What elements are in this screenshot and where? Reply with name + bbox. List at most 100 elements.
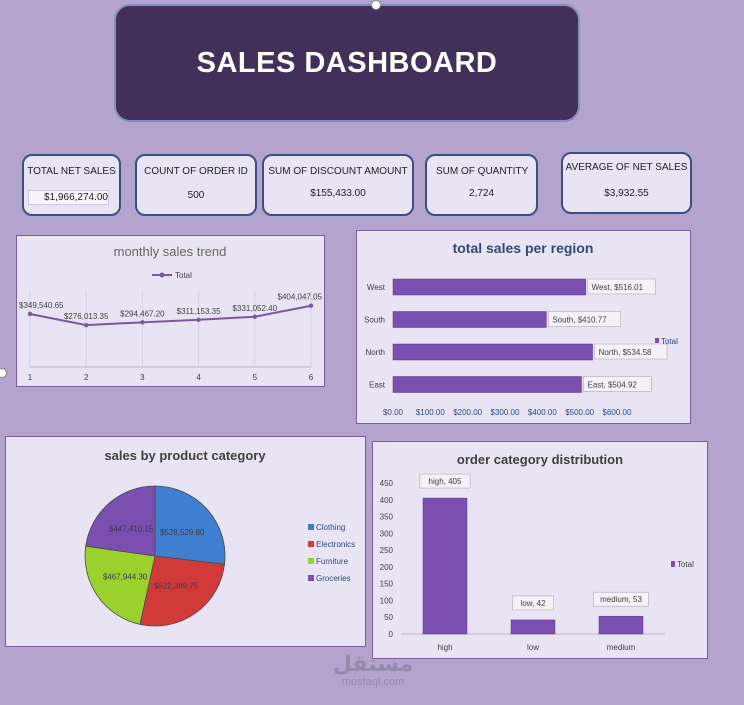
y-tick-label: 200	[380, 563, 394, 572]
kpi-value: 500	[187, 190, 205, 201]
legend-label: Groceries	[316, 574, 351, 583]
pie-slice	[154, 485, 226, 565]
data-label: South, $410.77	[552, 316, 607, 325]
bar	[510, 619, 556, 635]
data-label: medium, 53	[600, 595, 642, 604]
bar	[422, 497, 468, 635]
data-label: $294,467.20	[120, 309, 165, 318]
sales-by-category-chart[interactable]: sales by product category $528,529.80 $52…	[5, 436, 366, 647]
data-label: $311,153.35	[177, 307, 221, 316]
data-label: $276,013.35	[64, 312, 109, 321]
legend-swatch	[655, 338, 659, 343]
chart-title: total sales per region	[453, 240, 594, 256]
kpi-average-net-sales[interactable]: AVERAGE OF NET SALES $3,932.55	[561, 152, 692, 214]
order-chart-svg: order category distribution 0 50 100 150 200…	[380, 452, 694, 652]
legend-marker	[159, 272, 165, 278]
data-point	[196, 317, 201, 323]
x-tick-label: 4	[196, 373, 201, 382]
legend-label: Total	[175, 271, 192, 280]
y-tick-label: 100	[380, 596, 394, 605]
legend-swatch	[308, 575, 314, 581]
bar	[598, 615, 644, 635]
data-label: $522,389.75	[154, 582, 199, 591]
monthly-sales-trend-chart[interactable]: monthly sales trend Total 1 2 3 4 5 6 $349,540…	[16, 235, 325, 387]
selection-handle-top[interactable]	[371, 0, 381, 10]
x-tick-label: $400.00	[528, 408, 557, 417]
data-label: East, $504.92	[588, 381, 638, 390]
order-category-distribution-chart[interactable]: order category distribution 0 50 100 150 200…	[372, 441, 708, 659]
data-label-box	[593, 591, 649, 607]
pie-slice	[84, 545, 156, 625]
y-tick-label: 250	[380, 546, 394, 555]
data-label: $467,944.30	[103, 573, 148, 582]
x-tick-label: $100.00	[416, 408, 445, 417]
y-tick-label: 300	[380, 529, 394, 538]
dashboard-title: SALES DASHBOARD	[196, 46, 498, 79]
data-point	[140, 320, 145, 325]
region-chart-svg: total sales per region West West, $516.01…	[364, 240, 678, 417]
legend-swatch	[671, 561, 675, 567]
x-tick-label: low	[527, 643, 539, 652]
legend-swatch	[308, 541, 314, 547]
kpi-total-net-sales[interactable]: TOTAL NET SALES $1,966,274.00	[22, 154, 121, 216]
legend-swatch	[308, 558, 314, 564]
x-tick-label: 3	[140, 373, 145, 382]
watermark-arabic: مستقل	[332, 651, 414, 676]
x-tick-label: 6	[309, 373, 314, 382]
data-label: West, $516.01	[592, 283, 644, 292]
x-tick-label: medium	[607, 643, 636, 652]
kpi-label: COUNT OF ORDER ID	[144, 166, 248, 177]
legend-label: Furniture	[316, 557, 349, 566]
data-point	[252, 314, 257, 319]
y-tick-label: 0	[389, 630, 394, 639]
watermark-text: mostaql.com	[341, 676, 405, 688]
bar	[392, 343, 593, 361]
y-tick-label: 400	[380, 496, 394, 505]
x-tick-label: $500.00	[565, 408, 594, 417]
series-line	[29, 304, 312, 327]
x-tick-label: $0.00	[383, 408, 404, 417]
kpi-count-order-id[interactable]: COUNT OF ORDER ID 500	[135, 154, 257, 216]
data-label-box	[512, 595, 554, 611]
chart-title: order category distribution	[457, 452, 623, 467]
kpi-value: 2,724	[468, 188, 495, 199]
data-label: $404,047.05	[278, 293, 323, 302]
data-label-box	[594, 343, 668, 360]
bar	[392, 278, 586, 296]
y-tick-label: 350	[380, 513, 394, 522]
kpi-sum-quantity[interactable]: SUM OF QUANTITY 2,724	[425, 154, 538, 216]
data-label-box	[587, 278, 656, 295]
kpi-label: SUM OF DISCOUNT AMOUNT	[268, 166, 408, 177]
kpi-label: SUM OF QUANTITY	[436, 166, 529, 177]
legend-label: Clothing	[316, 523, 345, 532]
kpi-label: AVERAGE OF NET SALES	[565, 162, 688, 173]
data-label-box	[548, 311, 622, 327]
legend-label: Total	[661, 337, 678, 346]
legend-swatch	[308, 524, 314, 530]
chart-title: sales by product category	[104, 448, 266, 463]
sales-per-region-chart[interactable]: total sales per region West West, $516.01…	[356, 230, 691, 424]
kpi-sum-discount-amount[interactable]: SUM OF DISCOUNT AMOUNT $155,433.00	[262, 154, 414, 216]
data-label: high, 405	[429, 477, 462, 486]
data-label: $331,052.40	[233, 304, 278, 313]
x-tick-label: 5	[253, 373, 258, 382]
x-tick-label: $600.00	[603, 408, 632, 417]
pie-slice	[85, 485, 156, 557]
data-label: $349,540.65	[19, 301, 64, 310]
y-tick-label: East	[369, 381, 386, 390]
x-tick-label: 2	[84, 373, 89, 382]
data-label: North, $534.58	[599, 348, 652, 357]
data-label: low, 42	[521, 599, 546, 608]
x-tick-label: 1	[28, 373, 33, 382]
data-point	[84, 322, 89, 328]
bar	[392, 311, 547, 328]
data-point	[308, 303, 314, 308]
kpi-value: $155,433.00	[310, 188, 366, 199]
y-tick-label: 150	[380, 580, 394, 589]
chart-title: monthly sales trend	[114, 244, 227, 259]
legend-label: Electronics	[316, 540, 355, 549]
y-tick-label: 50	[384, 613, 393, 622]
dashboard-title-box[interactable]: SALES DASHBOARD	[114, 4, 580, 122]
selection-handle-left[interactable]	[0, 368, 7, 378]
line-chart-svg: monthly sales trend Total 1 2 3 4 5 6 $349,540…	[19, 244, 323, 382]
